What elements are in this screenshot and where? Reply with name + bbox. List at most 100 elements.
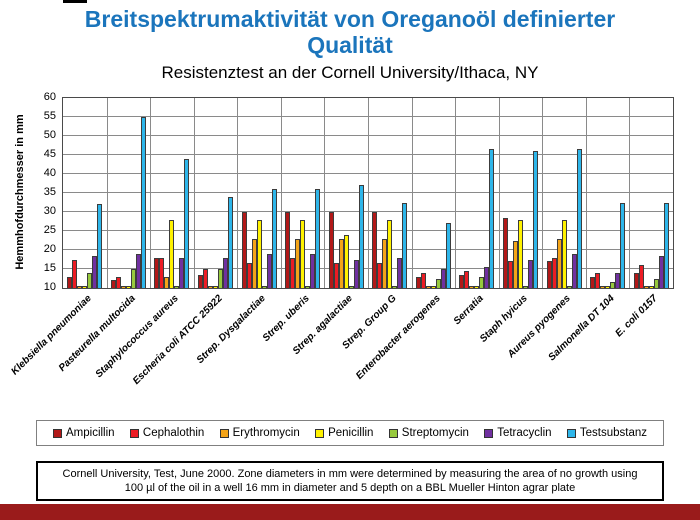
bar-testsubstanz	[358, 185, 364, 288]
bar-tetracyclin	[310, 253, 316, 288]
bar-erythromycin	[556, 238, 562, 288]
category-group	[324, 98, 368, 288]
bar-streptomycin	[653, 278, 659, 288]
y-tick-label: 40	[43, 166, 56, 179]
y-tick-label: 10	[43, 280, 56, 293]
bar-ampicillin	[154, 257, 160, 288]
gridline-v	[280, 98, 282, 288]
chart-title: Breitspektrumaktivität von Oreganoöl def…	[84, 6, 616, 58]
gridline-v	[629, 98, 631, 288]
slide-top-mark	[63, 0, 87, 3]
bar-erythromycin	[251, 238, 257, 288]
bar-tetracyclin	[397, 257, 403, 288]
bar-testsubstanz	[576, 149, 582, 288]
category-group	[150, 98, 194, 288]
gridline-v	[585, 98, 587, 288]
bar-ampicillin	[415, 276, 421, 288]
legend-swatch	[219, 428, 229, 438]
bar-tetracyclin	[615, 272, 621, 288]
bar-streptomycin	[522, 286, 528, 288]
bar-ampicillin	[110, 280, 116, 288]
bar-erythromycin	[338, 238, 344, 288]
gridline-v	[368, 98, 369, 288]
bar-penicillin	[169, 219, 175, 288]
bar-cephalothin	[638, 265, 644, 288]
bar-testsubstanz	[402, 202, 408, 288]
y-tick-label: 25	[43, 223, 56, 236]
category-group	[412, 98, 456, 288]
bar-cephalothin	[420, 272, 426, 288]
bar-tetracyclin	[440, 269, 446, 288]
bar-testsubstanz	[620, 202, 626, 288]
legend-swatch	[484, 428, 494, 438]
bar-tetracyclin	[266, 253, 272, 288]
bar-testsubstanz	[97, 204, 103, 288]
bar-cephalothin	[377, 263, 383, 288]
gridline-v	[542, 98, 544, 288]
bar-testsubstanz	[489, 149, 495, 288]
y-tick-label: 50	[43, 128, 56, 141]
legend-item: Testsubstanz	[566, 427, 647, 439]
legend-label: Testsubstanz	[579, 427, 647, 439]
bar-erythromycin	[120, 286, 126, 288]
bar-penicillin	[343, 234, 349, 288]
bar-streptomycin	[435, 278, 441, 288]
bar-ampicillin	[372, 212, 378, 288]
chart-legend: Ampicillin Cephalothin Erythromycin Penicil…	[36, 420, 664, 446]
gridline-v	[193, 98, 195, 288]
bar-streptomycin	[566, 286, 572, 288]
bar-testsubstanz	[315, 189, 321, 288]
bar-penicillin	[605, 286, 611, 288]
category-group	[368, 98, 412, 288]
bar-tetracyclin	[484, 267, 490, 288]
bar-testsubstanz	[445, 223, 451, 288]
bar-ampicillin	[459, 274, 465, 288]
bar-erythromycin	[77, 286, 83, 288]
bar-streptomycin	[392, 286, 398, 288]
legend-label: Erythromycin	[232, 427, 300, 439]
bar-testsubstanz	[271, 189, 277, 288]
legend-label: Tetracyclin	[497, 427, 552, 439]
bar-penicillin	[125, 286, 131, 288]
bar-ampicillin	[633, 272, 639, 288]
legend-item: Streptomycin	[388, 427, 469, 439]
bar-penicillin	[300, 219, 306, 288]
bar-tetracyclin	[179, 257, 185, 288]
legend-item: Ampicillin	[53, 427, 115, 439]
category-group	[63, 98, 107, 288]
legend-swatch	[129, 428, 139, 438]
bar-erythromycin	[469, 286, 475, 288]
bar-tetracyclin	[353, 259, 359, 288]
bar-penicillin	[561, 219, 567, 288]
bar-erythromycin	[382, 238, 388, 288]
bar-cephalothin	[551, 257, 557, 288]
bar-erythromycin	[512, 240, 518, 288]
bar-tetracyclin	[222, 257, 228, 288]
bar-ampicillin	[328, 212, 334, 288]
legend-item: Erythromycin	[219, 427, 300, 439]
bar-testsubstanz	[663, 202, 669, 288]
legend-label: Cephalothin	[142, 427, 205, 439]
y-tick-label: 35	[43, 185, 56, 198]
bar-penicillin	[474, 286, 480, 288]
bar-testsubstanz	[532, 151, 538, 288]
bar-ampicillin	[546, 261, 552, 288]
bar-streptomycin	[87, 272, 93, 288]
y-tick-label: 20	[43, 242, 56, 255]
legend-label: Ampicillin	[66, 427, 115, 439]
bar-penicillin	[387, 219, 393, 288]
bar-erythromycin	[207, 286, 213, 288]
bar-cephalothin	[290, 257, 296, 288]
y-tick-label: 60	[43, 90, 56, 103]
bar-erythromycin	[164, 276, 170, 288]
bar-erythromycin	[295, 238, 301, 288]
bar-ampicillin	[197, 274, 203, 288]
gridline-v	[237, 98, 239, 288]
y-tick-label: 15	[43, 261, 56, 274]
bar-streptomycin	[217, 269, 223, 288]
category-group	[586, 98, 630, 288]
category-group	[455, 98, 499, 288]
category-group	[107, 98, 151, 288]
legend-swatch	[566, 428, 576, 438]
